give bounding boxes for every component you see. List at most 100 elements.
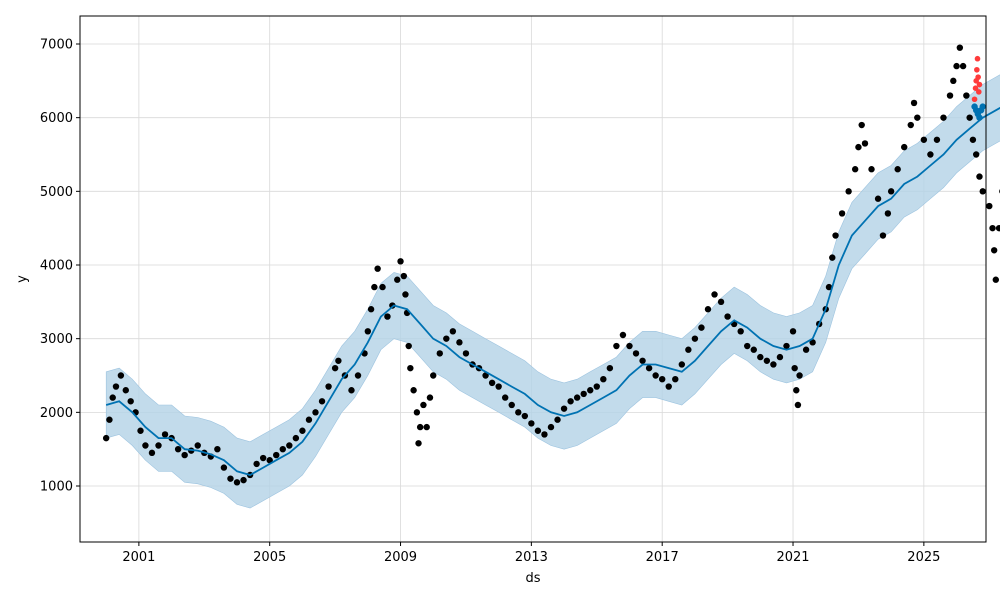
x-axis: 2001 2005 2009 2013 2017 2021 2025: [122, 542, 940, 565]
observed-point: [914, 114, 921, 121]
x-tick-label: 2001: [122, 550, 155, 565]
observed-point: [174, 445, 182, 453]
observed-point: [838, 210, 846, 217]
observed-point: [240, 476, 247, 484]
observed-point: [698, 324, 705, 331]
recent-actual-points: [971, 55, 983, 103]
observed-point: [665, 383, 672, 390]
observed-point: [632, 350, 640, 357]
observed-point: [416, 423, 424, 431]
grid: [80, 16, 986, 542]
observed-point: [910, 99, 918, 107]
observed-point: [488, 379, 496, 387]
observed-point: [259, 454, 267, 462]
observed-point: [102, 434, 110, 442]
forecast-path: [105, 106, 1000, 476]
observed-point: [626, 342, 633, 350]
observed-point: [292, 434, 300, 442]
observed-point: [691, 335, 699, 342]
observed-point: [541, 431, 548, 438]
observed-point: [969, 136, 977, 143]
y-axis-label: y: [15, 275, 30, 283]
y-tick-label: 4000: [40, 259, 73, 274]
observed-point: [874, 195, 882, 202]
x-axis-label: ds: [525, 571, 540, 586]
observed-point: [959, 62, 967, 70]
y-axis: 1000 2000 3000 4000 5000 6000 7000: [40, 37, 80, 495]
observed-point: [405, 342, 412, 350]
observed-point: [600, 375, 607, 383]
observed-point: [415, 440, 422, 447]
observed-point: [348, 387, 355, 394]
observed-point: [534, 427, 542, 434]
observed-point: [325, 383, 332, 390]
observed-point: [112, 383, 120, 390]
observed-point: [613, 342, 620, 350]
observed-point: [266, 457, 273, 464]
observed-point: [927, 151, 934, 158]
observed-point: [744, 342, 751, 350]
observed-point: [547, 423, 555, 431]
observed-point: [426, 394, 434, 401]
plot-frame: [79, 15, 987, 543]
observed-point: [371, 283, 378, 291]
observed-point: [400, 272, 408, 280]
forecast-tail: [971, 103, 986, 121]
observed-point: [127, 398, 134, 405]
observed-point: [791, 364, 798, 372]
observed-point: [335, 357, 342, 364]
observed-point: [989, 224, 996, 232]
recent-actual-point: [976, 81, 983, 88]
observed-point: [858, 121, 865, 129]
observed-point: [678, 361, 686, 368]
observed-point: [109, 394, 116, 401]
observed-point: [950, 77, 957, 85]
observed-point: [367, 306, 375, 313]
observed-point: [456, 339, 463, 346]
observed-point: [776, 353, 784, 361]
observed-point: [413, 409, 421, 416]
observed-point: [142, 442, 149, 449]
observed-point: [374, 265, 381, 272]
observed-point: [972, 151, 980, 158]
observed-point: [724, 313, 731, 320]
observed-point: [995, 224, 1000, 232]
observed-point: [430, 372, 437, 379]
observed-point: [148, 449, 156, 457]
observed-point: [482, 372, 489, 379]
observed-point: [750, 346, 757, 353]
observed-point: [737, 328, 744, 335]
observed-point: [794, 401, 802, 409]
observed-point: [273, 451, 280, 459]
observed-point: [449, 328, 457, 335]
observed-point: [122, 387, 129, 394]
observed-point: [410, 387, 417, 394]
observed-point: [783, 342, 790, 350]
observed-point: [106, 416, 113, 423]
recent-actual-point: [976, 89, 982, 95]
y-tick-label: 6000: [40, 111, 73, 126]
observed-point: [233, 479, 241, 486]
observed-point: [652, 372, 659, 379]
observed-point: [587, 387, 594, 394]
observed-point: [979, 188, 986, 195]
observed-point: [829, 254, 836, 261]
observed-point: [515, 409, 522, 416]
observed-point: [181, 451, 188, 459]
observed-point: [423, 423, 430, 431]
observed-point: [933, 136, 941, 143]
observed-point: [528, 420, 535, 427]
observed-point: [861, 140, 869, 147]
x-tick-label: 2017: [646, 550, 679, 565]
observed-point: [711, 291, 718, 298]
observed-point: [137, 427, 144, 434]
observed-point: [953, 62, 960, 70]
observed-point: [789, 328, 797, 335]
observed-point: [354, 372, 362, 379]
observed-point: [508, 401, 515, 409]
y-tick-label: 1000: [40, 480, 73, 495]
observed-point: [384, 313, 391, 320]
observed-point: [117, 372, 125, 379]
observed-point: [331, 364, 339, 372]
